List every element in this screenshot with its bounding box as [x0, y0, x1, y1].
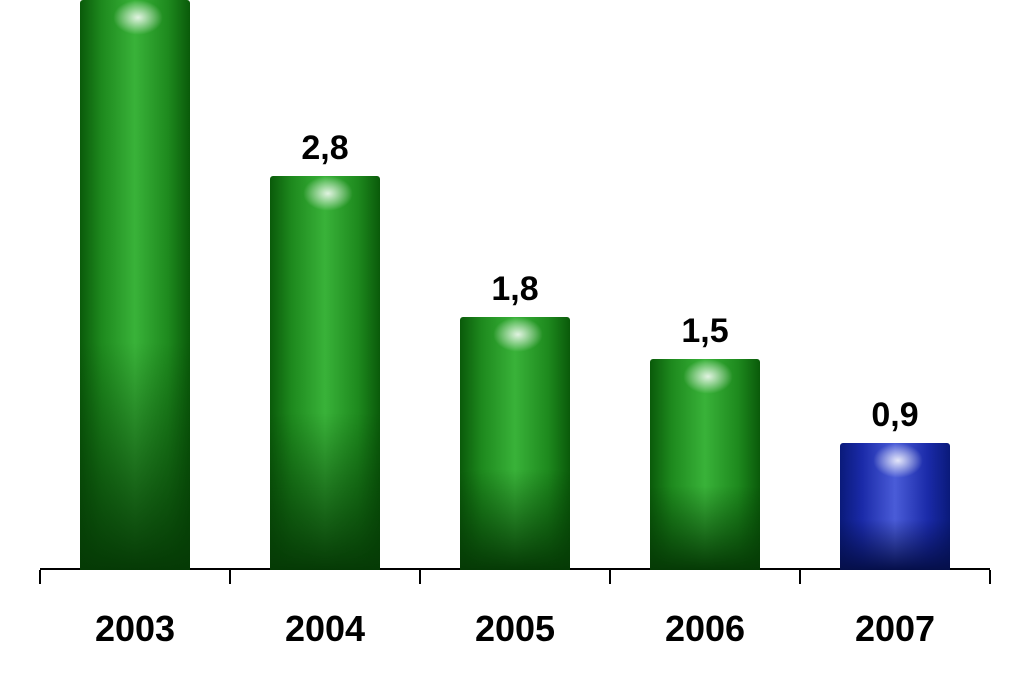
- x-axis-tick: [799, 570, 801, 584]
- bar-slot: [840, 443, 950, 570]
- x-axis-category-label: 2005: [420, 608, 610, 650]
- x-axis-tick: [229, 570, 231, 584]
- plot-area: 2,81,81,50,9: [40, 0, 990, 570]
- bar: [840, 443, 950, 570]
- x-axis-category-label: 2006: [610, 608, 800, 650]
- bar-slot: [460, 317, 570, 570]
- bar: [460, 317, 570, 570]
- bar-value-label: 0,9: [795, 396, 995, 435]
- x-axis-tick: [609, 570, 611, 584]
- x-axis-labels: 20032004200520062007: [40, 590, 990, 650]
- x-axis-category-label: 2003: [40, 608, 230, 650]
- bar-chart: 2,8 1,81,5 0,9 20032004200520062007: [0, 0, 1023, 688]
- bar-slot: [650, 359, 760, 570]
- bar: [80, 0, 190, 570]
- x-axis-tick: [39, 570, 41, 584]
- x-axis-category-label: 2007: [800, 608, 990, 650]
- bar: [650, 359, 760, 570]
- x-axis-tick: [419, 570, 421, 584]
- x-axis-category-label: 2004: [230, 608, 420, 650]
- bar-slot: [80, 0, 190, 570]
- bar-value-label: 1,8: [415, 270, 615, 309]
- bar-slot: [270, 176, 380, 570]
- bar: [270, 176, 380, 570]
- bar-value-label: 1,5: [605, 312, 805, 351]
- x-axis-tick: [989, 570, 991, 584]
- bar-value-label: 2,8: [225, 129, 425, 168]
